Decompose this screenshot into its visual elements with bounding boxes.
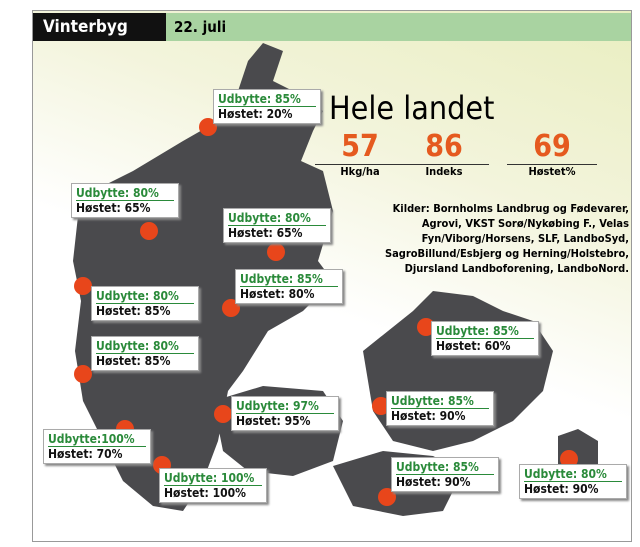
region-label: Udbytte: 85% Høstet: 80% (235, 269, 343, 304)
region-label: Udbytte: 85% Høstet: 20% (213, 89, 321, 124)
region-dot (74, 365, 92, 383)
region-dot (140, 222, 158, 240)
region-label: Udbytte: 97% Høstet: 95% (231, 396, 339, 431)
jutland (73, 43, 333, 511)
yield: Udbytte: 80% (96, 289, 194, 304)
harvested: Høstet: 90% (524, 482, 599, 496)
stat-value: 57 (341, 129, 379, 164)
yield: Udbytte: 80% (96, 339, 194, 354)
stat-value: 86 (425, 129, 463, 164)
region-dot (74, 277, 92, 295)
region-label: Udbytte: 80% Høstet: 65% (71, 183, 179, 218)
infographic: Vinterbyg 22. juli Hele landet 57 Hkg/ha 8… (32, 10, 632, 542)
region-dot (372, 397, 390, 415)
harvested: Høstet: 85% (96, 304, 171, 318)
harvested: Høstet: 60% (436, 339, 511, 353)
yield: Udbytte: 80% (228, 211, 326, 226)
region-label: Udbytte: 85% Høstet: 90% (386, 391, 494, 426)
harvested: Høstet: 80% (240, 287, 315, 301)
region-dot (378, 488, 396, 506)
region-dot (417, 318, 435, 336)
region-label: Udbytte: 85% Høstet: 60% (431, 321, 539, 356)
harvested: Høstet: 65% (228, 226, 303, 240)
zealand (363, 291, 553, 451)
harvested: Høstet: 85% (96, 354, 171, 368)
stat-label: Hkg/ha (315, 164, 405, 178)
harvested: Høstet: 95% (236, 414, 311, 428)
sources-label: Kilder: (392, 202, 430, 215)
yield: Udbytte: 100% (164, 471, 262, 486)
region-label: Udbytte:100% Høstet: 70% (43, 429, 151, 464)
region-label: Udbytte: 80% Høstet: 85% (91, 336, 199, 371)
harvested: Høstet: 90% (391, 409, 466, 423)
region-dot (560, 450, 578, 468)
stat: 86 Indeks (399, 129, 489, 178)
harvested: Høstet: 100% (164, 486, 246, 500)
stat: 57 Hkg/ha (315, 129, 405, 178)
region-label: Udbytte: 80% Høstet: 90% (519, 464, 627, 499)
harvested: Høstet: 90% (396, 475, 471, 489)
stat: 69 Høstet% (507, 129, 597, 178)
region-label: Udbytte: 80% Høstet: 65% (223, 208, 331, 243)
sources: Kilder: Bornholms Landbrug og Fødevarer,… (373, 201, 629, 276)
region-dot (199, 118, 217, 136)
stat-label: Indeks (399, 164, 489, 178)
title: Vinterbyg (33, 13, 166, 41)
region-dot (214, 405, 232, 423)
region-dot (267, 243, 285, 261)
summary-title: Hele landet (329, 89, 495, 127)
stat-value: 69 (533, 129, 571, 164)
region-label: Udbytte: 85% Høstet: 90% (391, 457, 499, 492)
yield: Udbytte: 85% (218, 92, 316, 107)
yield: Udbytte: 85% (391, 394, 489, 409)
yield: Udbytte: 80% (524, 467, 622, 482)
yield: Udbytte: 80% (76, 186, 174, 201)
date: 22. juli (166, 13, 631, 41)
harvested: Høstet: 65% (76, 201, 151, 215)
stat-label: Høstet% (507, 164, 597, 178)
yield: Udbytte: 85% (396, 460, 494, 475)
yield: Udbytte:100% (48, 432, 146, 447)
sources-text: Bornholms Landbrug og Fødevarer, Agrovi,… (384, 202, 629, 275)
harvested: Høstet: 20% (218, 107, 293, 121)
yield: Udbytte: 85% (240, 272, 338, 287)
harvested: Høstet: 70% (48, 447, 123, 461)
region-label: Udbytte: 80% Høstet: 85% (91, 286, 199, 321)
yield: Udbytte: 97% (236, 399, 334, 414)
yield: Udbytte: 85% (436, 324, 534, 339)
region-label: Udbytte: 100% Høstet: 100% (159, 468, 267, 503)
